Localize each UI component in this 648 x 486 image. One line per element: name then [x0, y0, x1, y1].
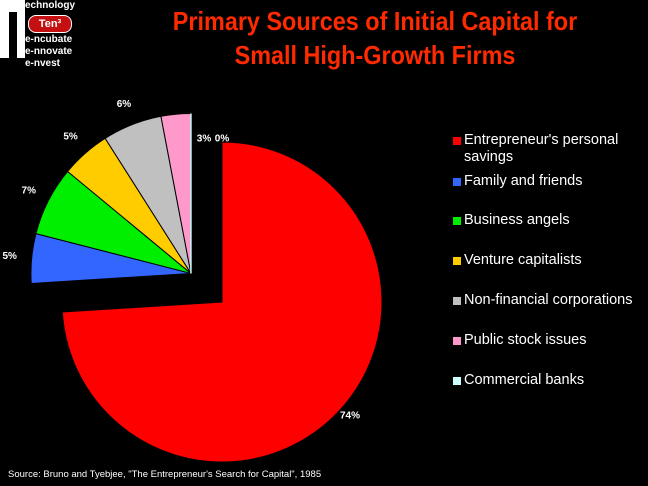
chart-title-line1: Primary Sources of Initial Capital for	[172, 6, 578, 36]
logo-ten3-badge: Ten³	[28, 15, 72, 33]
chart-title-line2: Small High-Growth Firms	[234, 40, 516, 70]
legend-swatch	[452, 336, 462, 346]
logo-technology-text: echnology	[25, 0, 76, 11]
legend-swatch	[452, 136, 462, 146]
slice-label: 74%	[340, 411, 360, 422]
legend-label: Entrepreneur's personal savings	[464, 132, 619, 165]
slice-label: 6%	[117, 99, 132, 110]
slice-label: 7%	[22, 185, 37, 196]
source-note: Source: Bruno and Tyebjee, "The Entrepre…	[8, 469, 322, 480]
legend-swatch	[452, 216, 462, 226]
legend-swatch	[452, 296, 462, 306]
legend-swatch	[452, 376, 462, 386]
logo-encubate-text: e-ncubate	[25, 34, 73, 45]
legend-label: Public stock issues	[464, 332, 587, 348]
legend-label: Venture capitalists	[464, 252, 582, 268]
legend-swatch	[452, 256, 462, 266]
logo-ennovate-text: e-nnovate	[25, 46, 73, 57]
slice-label: 3%	[197, 134, 212, 145]
legend-label: Commercial banks	[464, 372, 585, 388]
slice-label: 5%	[63, 132, 78, 143]
slice-label: 0%	[215, 134, 230, 145]
legend-swatch	[452, 177, 462, 187]
chart-title: Primary Sources of Initial Capital for S…	[137, 4, 614, 72]
legend-label: Non-financial corporations	[464, 292, 633, 308]
pie-slice	[61, 141, 383, 463]
logo-envest-text: e-nvest	[25, 58, 61, 69]
legend-label: Business angels	[464, 212, 570, 228]
logo: echnology Ten³ e-ncubate e-nnovate e-nve…	[0, 0, 100, 74]
logo-t-glyph	[0, 0, 25, 58]
slice-label: 5%	[3, 251, 18, 262]
legend-label: Family and friends	[464, 173, 583, 189]
